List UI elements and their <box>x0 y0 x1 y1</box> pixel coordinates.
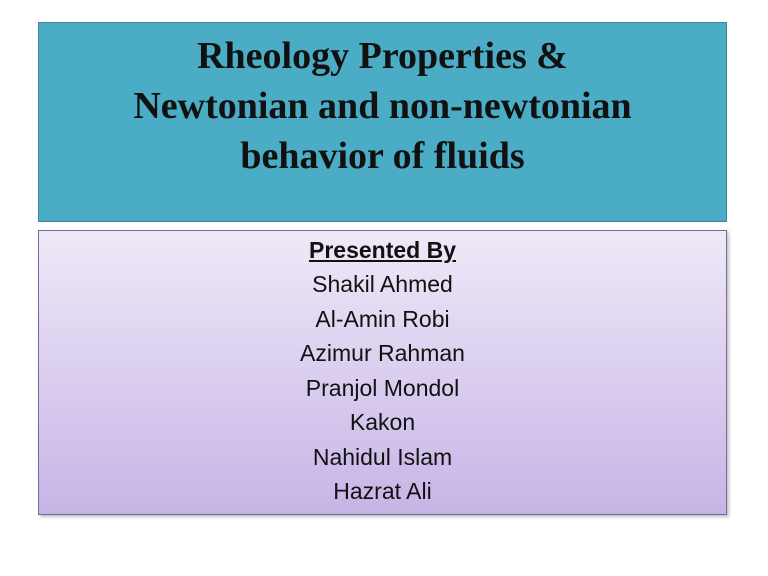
presenter-name: Azimur Rahman <box>300 340 465 366</box>
presenter-name: Kakon <box>349 409 416 435</box>
title-line: behavior of fluids <box>240 135 525 177</box>
title-line: Rheology Properties & <box>197 35 568 77</box>
title-box: Rheology Properties & Newtonian and non-… <box>38 22 727 222</box>
presented-by-heading: Presented By <box>308 237 456 263</box>
presenter-name: Pranjol Mondol <box>305 374 460 401</box>
presenter-name: Shakil Ahmed <box>312 271 453 297</box>
presenter-name: Al-Amin Robi <box>315 305 450 332</box>
presenter-name: Nahidul Islam <box>312 443 453 470</box>
presenter-name: Hazrat Ali <box>333 478 432 504</box>
slide-title: Rheology Properties & Newtonian and non-… <box>39 23 726 181</box>
presenters-box: Presented By Shakil Ahmed Al-Amin Robi A… <box>38 230 727 515</box>
title-line: Newtonian and non-newtonian <box>133 85 632 127</box>
